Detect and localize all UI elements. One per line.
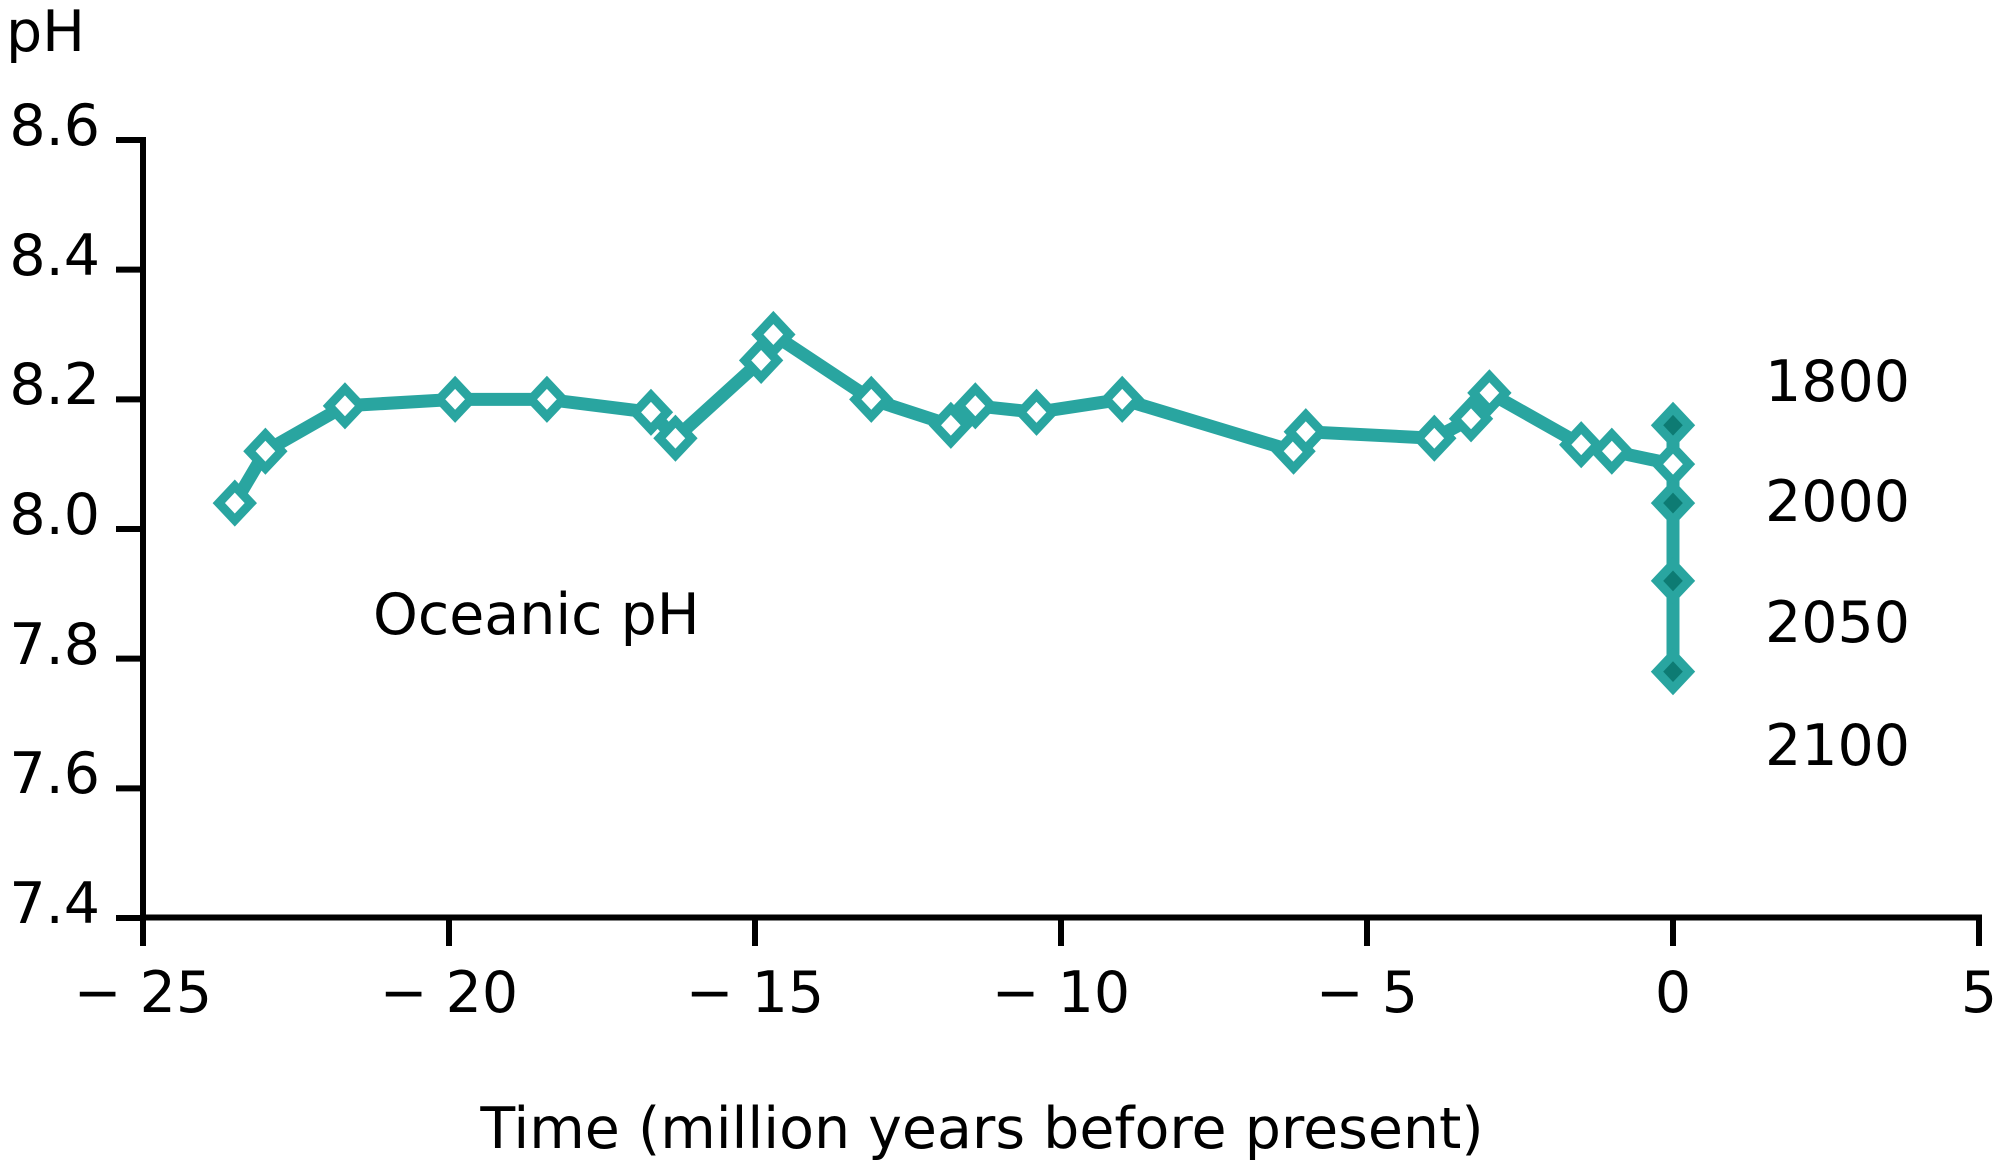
open-diamond-marker (322, 382, 368, 430)
y-axis-title: pH (6, 0, 86, 65)
open-diamond-marker (1448, 395, 1494, 443)
x-tick-label: − 20 (379, 960, 519, 1026)
x-axis-title: Time (million years before present) (480, 1096, 1484, 1162)
open-diamond-marker (1559, 421, 1604, 469)
open-diamond-marker (212, 479, 257, 527)
filled-diamond-marker (1650, 479, 1696, 527)
year-label-2100: 2100 (1765, 713, 1911, 779)
open-diamond-marker (432, 375, 478, 423)
open-diamond-marker (524, 375, 570, 423)
y-tick-label: 7.8 (9, 612, 100, 678)
open-diamond-marker (1100, 375, 1145, 423)
year-label-1800: 1800 (1765, 349, 1911, 415)
open-diamond-marker (1650, 440, 1696, 488)
year-label-2050: 2050 (1765, 590, 1911, 656)
open-diamond-marker (1589, 427, 1634, 475)
y-tick-label: 8.0 (9, 482, 100, 548)
open-diamond-marker (953, 382, 998, 430)
x-tick-label: − 25 (73, 960, 213, 1026)
filled-diamond-marker (1650, 401, 1696, 449)
open-diamond-marker (751, 310, 796, 359)
y-tick-label: 7.6 (9, 741, 100, 807)
x-tick-label: − 15 (685, 960, 825, 1026)
open-diamond-marker (849, 375, 894, 423)
open-diamond-marker (1283, 408, 1328, 456)
y-tick-label: 8.2 (9, 352, 100, 418)
x-tick-label: 5 (1960, 960, 1998, 1026)
filled-diamond-marker (1650, 557, 1696, 605)
open-diamond-marker (928, 401, 974, 449)
y-tick-label: 7.4 (9, 871, 100, 937)
y-tick-label: 8.6 (9, 93, 100, 159)
series-annotation: Oceanic pH (373, 582, 700, 648)
x-tick-label: − 5 (1315, 960, 1419, 1026)
open-diamond-marker (1412, 414, 1457, 462)
open-diamond-marker (1014, 388, 1059, 436)
x-tick-label: − 10 (991, 960, 1131, 1026)
year-label-2000: 2000 (1765, 469, 1911, 535)
open-diamond-marker (1467, 369, 1512, 417)
open-diamond-marker (628, 388, 674, 436)
y-tick-label: 8.4 (9, 223, 100, 289)
open-diamond-marker (243, 427, 288, 475)
x-tick-label: 0 (1654, 960, 1692, 1026)
open-diamond-marker (653, 414, 698, 462)
filled-diamond-marker (1650, 648, 1696, 696)
